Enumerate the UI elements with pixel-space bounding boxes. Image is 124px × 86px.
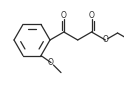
Text: O: O (48, 58, 54, 67)
Text: O: O (61, 10, 67, 20)
Text: O: O (89, 10, 94, 20)
Text: O: O (103, 36, 108, 44)
